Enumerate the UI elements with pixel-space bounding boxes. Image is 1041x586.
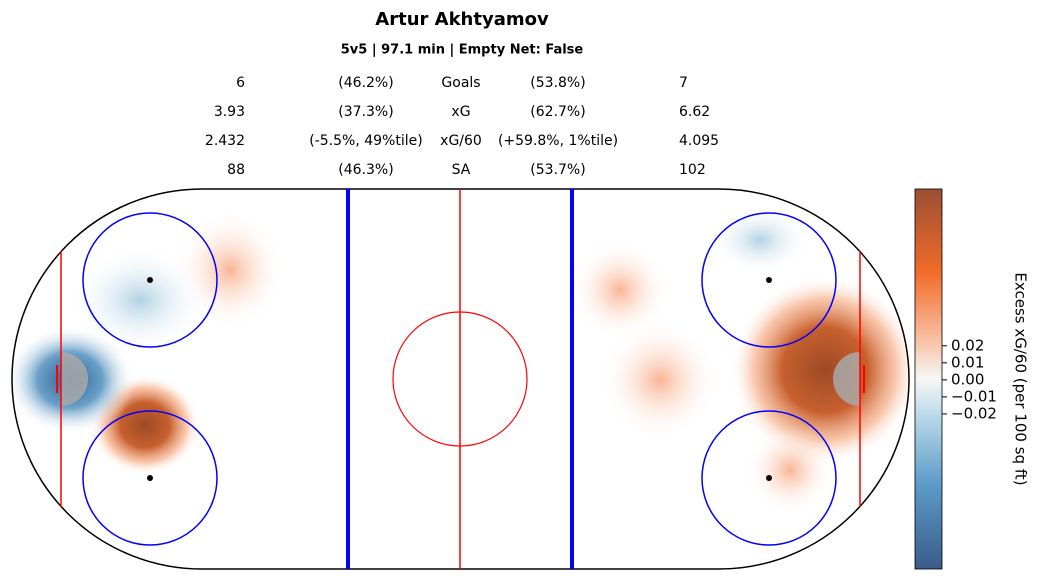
rink <box>11 188 910 570</box>
colorbar-tick-label: 0.02 <box>951 336 984 354</box>
stat-cell: 102 <box>679 162 706 178</box>
stat-cell: 4.095 <box>679 133 719 149</box>
stat-cell: (46.2%) <box>338 75 393 91</box>
stat-cell: (53.8%) <box>530 75 585 91</box>
colorbar-tick-label: −0.01 <box>951 387 997 405</box>
chart-title: Artur Akhtyamov <box>375 9 549 30</box>
stat-cell: 3.93 <box>214 104 245 120</box>
colorbar-label: Excess xG/60 (per 100 sq ft) <box>1012 272 1030 485</box>
stat-cell: (37.3%) <box>338 104 393 120</box>
colorbar <box>914 188 943 570</box>
stat-cell: Goals <box>441 75 480 91</box>
stats-table: 6 (46.2%) Goals (53.8%) 7 3.93 (37.3%) xG (62.7%… <box>205 75 719 178</box>
stat-cell: 88 <box>227 162 245 178</box>
stat-cell: (62.7%) <box>530 104 585 120</box>
stat-cell: (53.7%) <box>530 162 585 178</box>
stat-cell: (+59.8%, 1%tile) <box>498 133 618 149</box>
stat-cell: 6 <box>236 75 245 91</box>
colorbar-tick-label: 0.01 <box>951 353 984 371</box>
stat-cell: 2.432 <box>205 133 245 149</box>
stat-cell: 7 <box>679 75 688 91</box>
stat-cell: (46.3%) <box>338 162 393 178</box>
chart-subtitle: 5v5 | 97.1 min | Empty Net: False <box>341 43 584 58</box>
stat-cell: (-5.5%, 49%tile) <box>309 133 422 149</box>
stat-cell: 6.62 <box>679 104 710 120</box>
stat-cell: SA <box>452 162 471 178</box>
colorbar-tick-label: −0.02 <box>951 404 997 422</box>
stat-cell: xG <box>451 104 470 120</box>
colorbar-tick-label: 0.00 <box>951 370 984 388</box>
colorbar-ticks: 0.020.010.00−0.01−0.02 <box>942 336 997 422</box>
stat-cell: xG/60 <box>440 133 482 149</box>
